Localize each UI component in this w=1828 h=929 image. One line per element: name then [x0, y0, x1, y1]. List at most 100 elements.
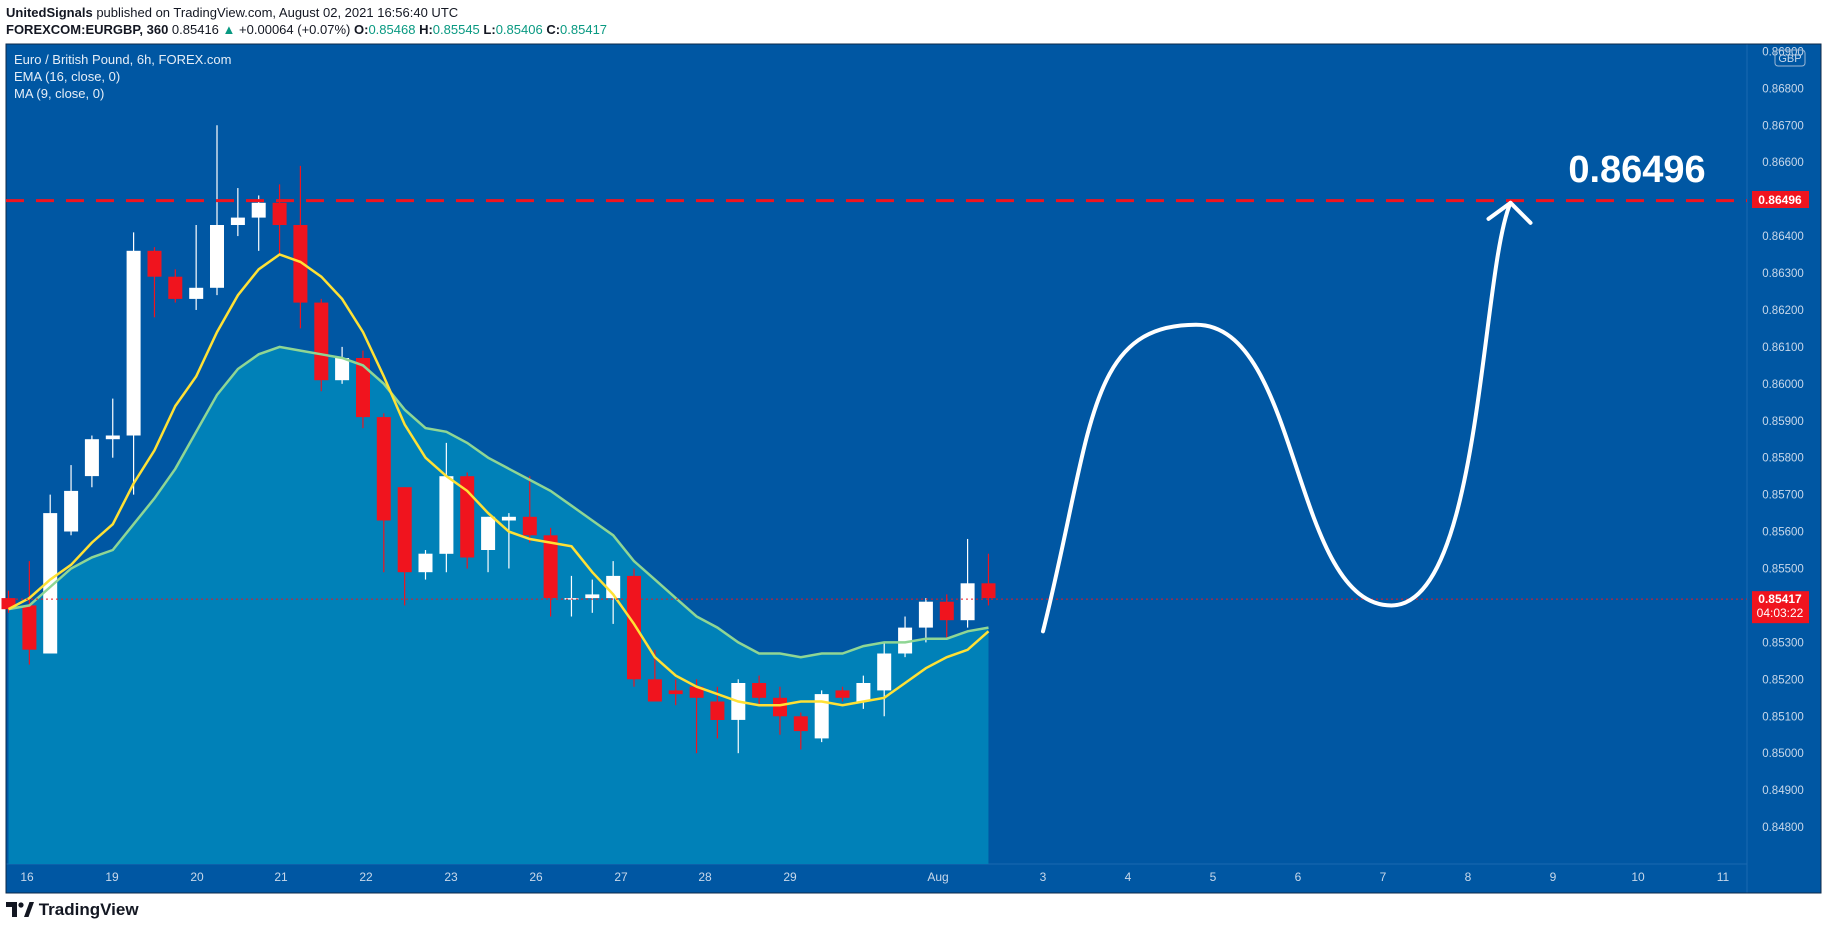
candle[interactable] [293, 165, 308, 329]
close-label: C: [546, 22, 561, 37]
candle-body [585, 594, 600, 599]
current-price-tag-label: 0.85417 [1758, 592, 1802, 606]
candle[interactable] [251, 195, 266, 251]
time-tick-label: 21 [274, 870, 288, 884]
candle[interactable] [335, 346, 350, 384]
candle[interactable] [418, 550, 433, 580]
candle[interactable] [939, 594, 954, 639]
candle[interactable] [272, 184, 287, 255]
legend-title[interactable]: Euro / British Pound, 6h, FOREX.com [14, 52, 231, 67]
candle[interactable] [522, 476, 537, 543]
price-tick-label: 0.86200 [1762, 305, 1804, 317]
last-price: 0.85416 [171, 22, 219, 37]
candle[interactable] [230, 188, 245, 237]
candle[interactable] [43, 494, 58, 654]
tradingview-brand[interactable]: TradingView [6, 900, 139, 920]
low-value: 0.85406 [495, 22, 543, 37]
candle[interactable] [668, 679, 683, 706]
candle[interactable] [168, 269, 183, 303]
candle[interactable] [898, 616, 913, 658]
candle[interactable] [64, 465, 79, 536]
candle-body [356, 358, 370, 418]
candle-body [314, 302, 329, 381]
candle[interactable] [689, 679, 704, 754]
legend-ema[interactable]: EMA (16, close, 0) [14, 69, 120, 84]
candle[interactable] [105, 398, 120, 458]
candle-body [376, 417, 391, 521]
candle-body [1, 598, 16, 610]
time-tick-label: 6 [1295, 870, 1302, 884]
time-tick-label: 27 [614, 870, 628, 884]
time-axis-background[interactable] [6, 864, 1747, 893]
candle[interactable] [960, 538, 975, 628]
candle-body [627, 575, 641, 680]
candle[interactable] [814, 690, 829, 743]
price-tick-label: 0.85900 [1762, 416, 1804, 428]
publish-info: published on TradingView.com, August 02,… [96, 5, 459, 20]
candle[interactable] [481, 516, 496, 573]
candle[interactable] [981, 553, 996, 606]
candle[interactable] [773, 686, 787, 735]
candle-body [43, 513, 58, 654]
candle[interactable] [397, 487, 412, 606]
candle[interactable] [585, 579, 600, 613]
candle-body [606, 575, 621, 599]
candle[interactable] [1, 590, 16, 613]
time-tick-label: Aug [927, 870, 948, 884]
candle-body [210, 225, 224, 288]
candle[interactable] [22, 561, 37, 665]
time-tick-label: 23 [444, 870, 458, 884]
time-tick-label: 5 [1210, 870, 1217, 884]
currency-label: GBP [1778, 53, 1801, 65]
price-tick-label: 0.84800 [1762, 822, 1804, 834]
candle[interactable] [877, 642, 892, 717]
candle[interactable] [856, 675, 871, 709]
candle[interactable] [918, 598, 933, 643]
candle[interactable] [314, 298, 329, 392]
price-tick-label: 0.85200 [1762, 674, 1804, 686]
legend-ma[interactable]: MA (9, close, 0) [14, 86, 104, 101]
low-label: L: [483, 22, 496, 37]
candle[interactable] [356, 350, 370, 429]
candle[interactable] [376, 413, 391, 573]
ma-line [7, 253, 990, 707]
candle[interactable] [606, 561, 621, 624]
high-value: 0.85545 [432, 22, 480, 37]
candle-body [981, 583, 996, 599]
candle-body [481, 516, 496, 550]
ohlc-line: FOREXCOM:EURGBP, 360 0.85416 ▲ +0.00064 … [6, 21, 607, 38]
candle[interactable] [439, 442, 454, 573]
currency-badge: GBP [1774, 49, 1806, 67]
chart-legend: Euro / British Pound, 6h, FOREX.com EMA … [14, 52, 231, 101]
candle[interactable] [835, 686, 850, 702]
change-arrow-icon: ▲ [222, 22, 236, 37]
candle[interactable] [752, 675, 767, 706]
author-name[interactable]: UnitedSignals [6, 5, 93, 20]
projection-arrowhead-icon [1486, 200, 1533, 225]
candle[interactable] [460, 472, 475, 569]
candle[interactable] [126, 232, 141, 495]
chart-container[interactable]: 0.86496 0.84800 0.84900 0.85000 0.85100 0.85… [0, 0, 1828, 905]
time-tick-label: 22 [359, 870, 373, 884]
candle[interactable] [627, 568, 641, 687]
candle[interactable] [189, 224, 204, 310]
candle[interactable] [501, 513, 516, 569]
time-axis[interactable]: 16 19 20 21 22 23 26 27 28 29 Aug 3 4 5 6 7 8 9 10 11 [20, 870, 1729, 884]
chart-border [5, 43, 1822, 894]
candle[interactable] [147, 247, 162, 318]
candle-body [793, 716, 808, 732]
time-tick-label: 29 [783, 870, 797, 884]
candle-body [522, 516, 537, 536]
symbol-label[interactable]: FOREXCOM:EURGBP, 360 [6, 22, 169, 37]
price-tick-label: 0.85600 [1762, 527, 1804, 539]
candle[interactable] [84, 435, 99, 488]
candle[interactable] [793, 712, 808, 750]
price-axis-background[interactable] [1747, 44, 1821, 893]
brand-label: TradingView [38, 900, 139, 919]
price-chart[interactable]: 0.86496 0.84800 0.84900 0.85000 0.85100 0.85… [0, 0, 1828, 900]
target-price-text: 0.86496 [1568, 149, 1705, 191]
candle-body [898, 627, 913, 654]
target-price-tag: 0.86496 [1752, 191, 1809, 208]
candle-body [814, 694, 829, 739]
candle[interactable] [210, 125, 224, 296]
